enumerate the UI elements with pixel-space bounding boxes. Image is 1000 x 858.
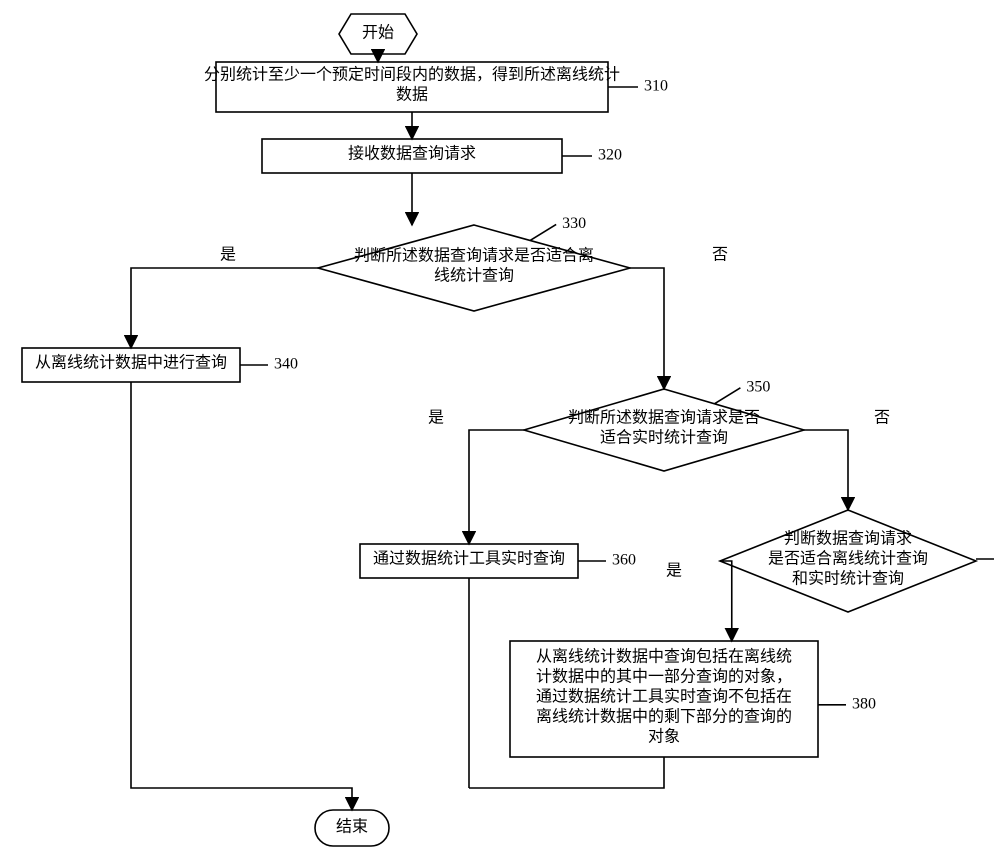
svg-text:对象: 对象 — [648, 727, 680, 745]
svg-text:线统计查询: 线统计查询 — [434, 266, 514, 284]
svg-text:判断所述数据查询请求是否适合离: 判断所述数据查询请求是否适合离 — [354, 246, 594, 264]
svg-text:通过数据统计工具实时查询: 通过数据统计工具实时查询 — [373, 549, 565, 567]
box-320: 接收数据查询请求 — [262, 139, 562, 173]
svg-text:接收数据查询请求: 接收数据查询请求 — [348, 144, 476, 162]
box-340: 从离线统计数据中进行查询 — [22, 348, 240, 382]
svg-text:从离线统计数据中查询包括在离线统: 从离线统计数据中查询包括在离线统 — [536, 647, 792, 665]
svg-text:分别统计至少一个预定时间段内的数据，得到所述离线统计: 分别统计至少一个预定时间段内的数据，得到所述离线统计 — [204, 65, 620, 83]
svg-text:适合实时统计查询: 适合实时统计查询 — [600, 428, 728, 446]
box-360: 通过数据统计工具实时查询 — [360, 544, 578, 578]
diamond-350: 判断所述数据查询请求是否适合实时统计查询 — [524, 389, 804, 471]
svg-text:320: 320 — [598, 147, 622, 164]
svg-text:360: 360 — [612, 552, 636, 569]
end-terminal: 结束 — [315, 810, 389, 846]
svg-text:否: 否 — [874, 410, 890, 427]
svg-text:310: 310 — [644, 78, 668, 95]
svg-text:判断数据查询请求: 判断数据查询请求 — [784, 529, 912, 547]
svg-text:340: 340 — [274, 356, 298, 373]
svg-text:计数据中的其中一部分查询的对象，: 计数据中的其中一部分查询的对象， — [536, 667, 792, 685]
svg-text:通过数据统计工具实时查询不包括在: 通过数据统计工具实时查询不包括在 — [536, 687, 792, 705]
svg-text:和实时统计查询: 和实时统计查询 — [792, 569, 904, 587]
svg-text:从离线统计数据中进行查询: 从离线统计数据中进行查询 — [35, 353, 227, 371]
svg-text:330: 330 — [562, 215, 586, 232]
svg-text:离线统计数据中的剩下部分的查询的: 离线统计数据中的剩下部分的查询的 — [536, 707, 792, 725]
svg-text:数据: 数据 — [396, 85, 428, 103]
svg-text:开始: 开始 — [362, 24, 394, 42]
svg-text:380: 380 — [852, 695, 876, 712]
svg-text:350: 350 — [746, 378, 770, 395]
box-310: 分别统计至少一个预定时间段内的数据，得到所述离线统计数据 — [204, 62, 620, 112]
svg-text:否: 否 — [712, 247, 728, 264]
diamond-370: 判断数据查询请求是否适合离线统计查询和实时统计查询 — [720, 510, 976, 612]
svg-text:是: 是 — [220, 247, 236, 264]
svg-text:是: 是 — [666, 563, 682, 580]
svg-text:结束: 结束 — [336, 818, 368, 836]
box-380: 从离线统计数据中查询包括在离线统计数据中的其中一部分查询的对象， 通过数据统计工具… — [510, 641, 818, 757]
start-terminal: 开始 — [339, 14, 417, 54]
svg-text:是: 是 — [428, 410, 444, 427]
diamond-330: 判断所述数据查询请求是否适合离线统计查询 — [318, 225, 630, 311]
svg-text:是否适合离线统计查询: 是否适合离线统计查询 — [768, 549, 928, 567]
svg-text:判断所述数据查询请求是否: 判断所述数据查询请求是否 — [568, 408, 760, 426]
